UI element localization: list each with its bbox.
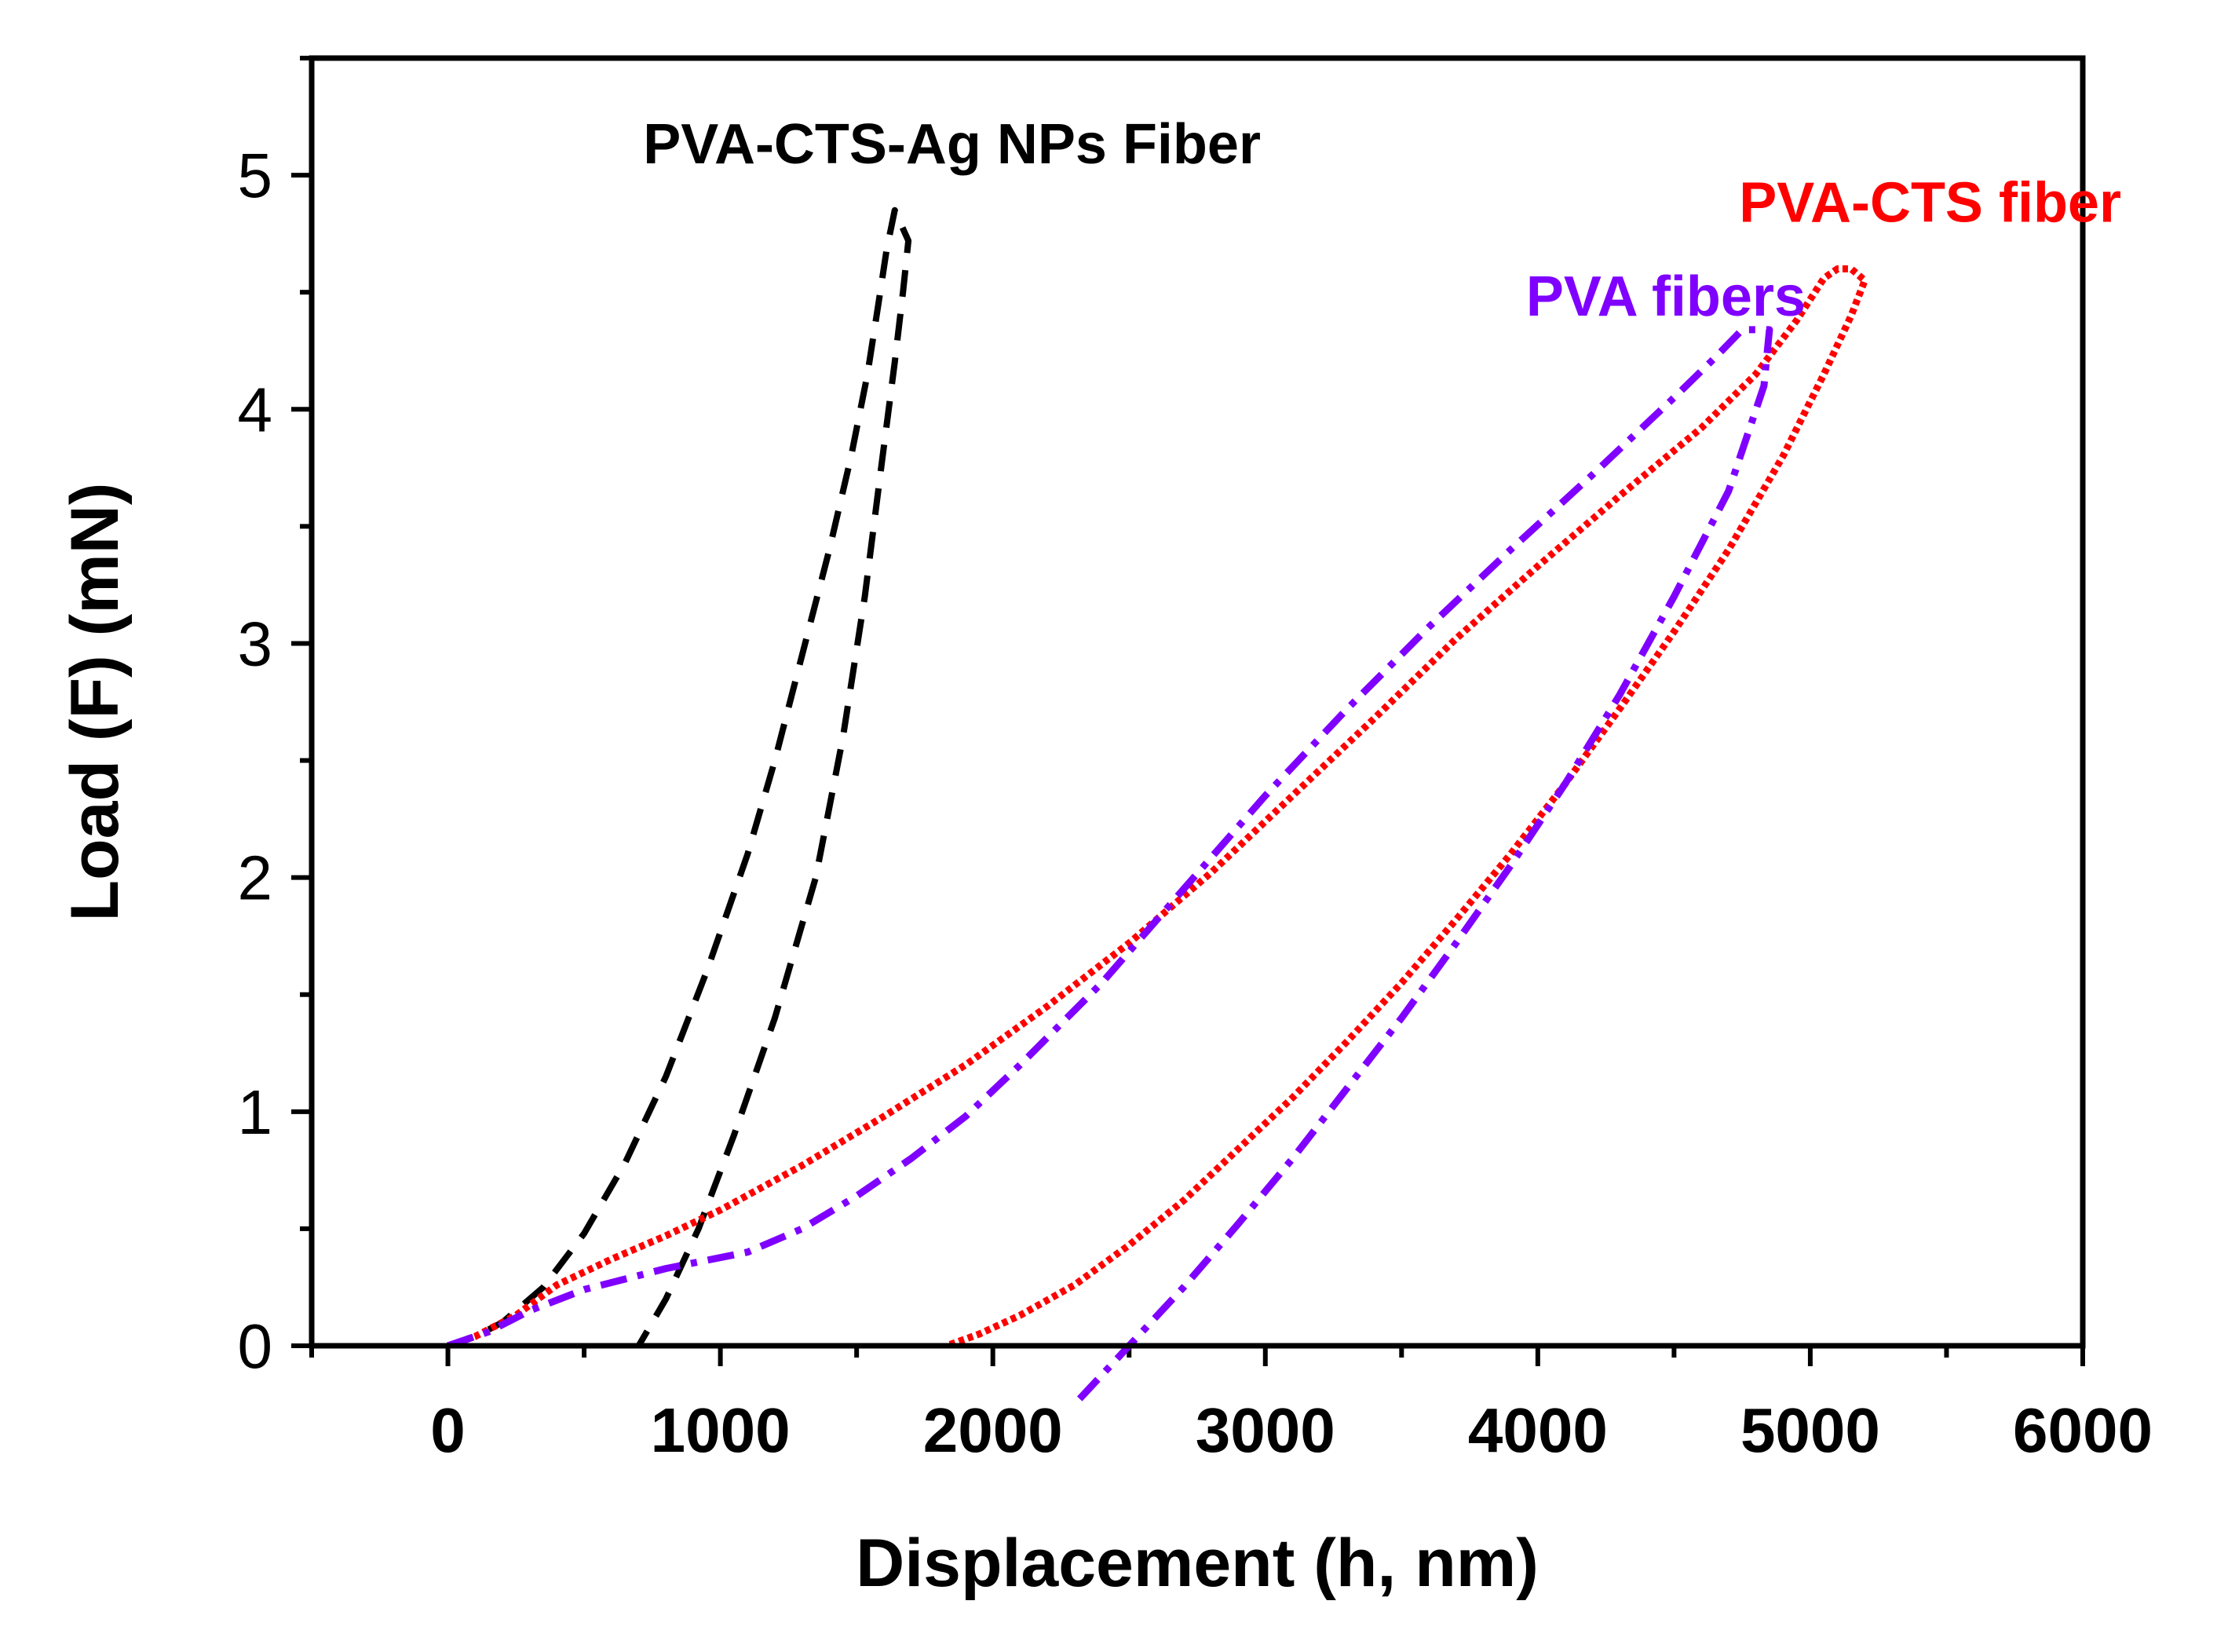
y-tick-label: 2 bbox=[238, 843, 273, 913]
y-tick-label: 0 bbox=[238, 1311, 273, 1381]
x-tick-label: 3000 bbox=[1196, 1395, 1335, 1465]
y-axis-title: Load (F) (mN) bbox=[57, 483, 133, 922]
plot-frame bbox=[309, 55, 2086, 1349]
series-labels: PVA-CTS-Ag NPs Fiber PVA-CTS fiber PVA fib… bbox=[643, 113, 2121, 328]
x-tick-label: 5000 bbox=[1740, 1395, 1880, 1465]
series-label-pva-fibers: PVA fibers bbox=[1526, 265, 1806, 328]
x-axis-ticks: 0 1000 2000 3000 4000 5000 6000 bbox=[309, 1346, 2153, 1465]
x-axis-title: Displacement (h, nm) bbox=[856, 1526, 1539, 1601]
series-label-pva-cts-ag-nps-fiber: PVA-CTS-Ag NPs Fiber bbox=[643, 113, 1261, 176]
x-tick-label: 1000 bbox=[651, 1395, 791, 1465]
x-tick-label: 2000 bbox=[923, 1395, 1063, 1465]
y-tick-label: 5 bbox=[238, 141, 273, 210]
y-tick-label: 1 bbox=[238, 1077, 273, 1147]
series-layer bbox=[447, 206, 1868, 1407]
x-tick-label: 0 bbox=[430, 1395, 466, 1465]
y-axis-ticks: 0 1 2 3 4 5 bbox=[238, 56, 312, 1381]
series-line-pva-cts-ag-nps-fiber bbox=[447, 206, 912, 1349]
y-tick-label: 4 bbox=[238, 375, 273, 444]
y-tick-label: 3 bbox=[238, 609, 273, 678]
series-label-pva-cts-fiber: PVA-CTS fiber bbox=[1739, 172, 2121, 235]
series-line-pva-fibers bbox=[447, 326, 1773, 1407]
x-tick-label: 4000 bbox=[1468, 1395, 1608, 1465]
series-line-pva-cts-fiber bbox=[447, 265, 1868, 1350]
x-tick-label: 6000 bbox=[2013, 1395, 2153, 1465]
